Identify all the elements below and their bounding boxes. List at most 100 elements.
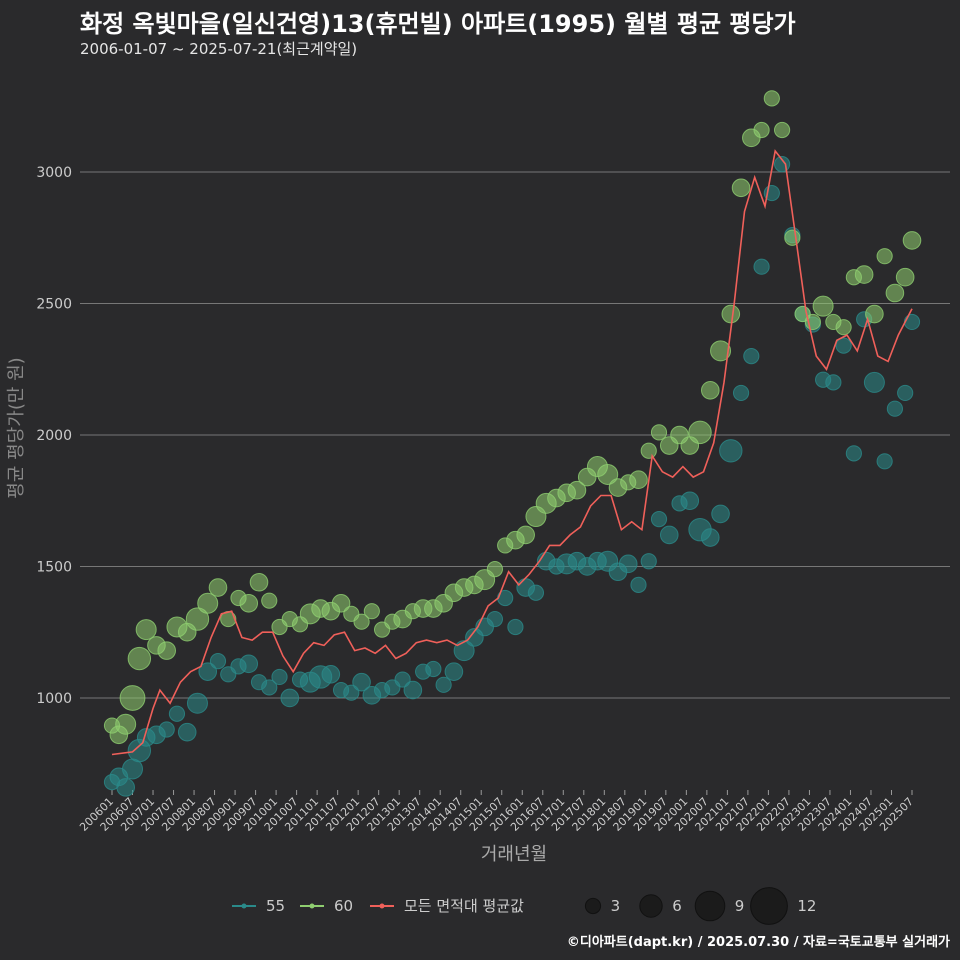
series-55-point [618, 554, 638, 574]
series-60-point [812, 295, 834, 317]
legend-size-circle [639, 894, 663, 918]
average-line-layer [111, 149, 913, 756]
series-60-point [885, 283, 905, 303]
series-55-point [886, 400, 904, 417]
series-55-point [425, 660, 442, 678]
legend-size-label: 6 [672, 897, 682, 915]
legend-size-label: 9 [735, 897, 745, 915]
series-60-point [721, 304, 741, 324]
series-60-point [331, 593, 351, 613]
series-60-point [185, 607, 210, 631]
series-60-point [115, 713, 137, 735]
series-60-point [135, 619, 157, 641]
series-60-point [363, 603, 380, 620]
series-55-point [743, 348, 760, 365]
series-55-point [650, 511, 668, 528]
legend-size-circle [584, 897, 602, 915]
series-60-point [353, 613, 370, 630]
series-55-point [719, 439, 743, 463]
legend-label-1: 55 [266, 897, 285, 915]
series-55-point [435, 676, 452, 693]
series-55-point [403, 680, 423, 700]
series-60-point [865, 304, 884, 324]
series-55-point [239, 654, 259, 674]
series-55-point [863, 371, 885, 393]
series-55-point [659, 525, 679, 545]
series-55-point [209, 653, 227, 670]
series-55-point [394, 671, 411, 688]
series-60-point [261, 592, 278, 609]
y-tick-labels: 1000 1500 2000 2500 3000 [36, 165, 72, 707]
series-55-point [825, 374, 842, 391]
y-tick-label: 1000 [36, 691, 72, 707]
series-55-point [321, 664, 341, 684]
series-55-point [753, 258, 770, 275]
series-55-point [198, 662, 218, 681]
legend-size-circle [750, 887, 788, 925]
series-60-point [650, 424, 668, 441]
series-60-point [895, 267, 915, 287]
y-tick-label: 2000 [36, 428, 72, 444]
series-60-point [710, 340, 732, 362]
legend-size-label: 3 [611, 897, 621, 915]
series-60-point [688, 420, 712, 445]
y-axis-label: 평균 평당가(만 원) [6, 357, 27, 498]
chart-subtitle: 2006-01-07 ~ 2025-07-21(최근계약일) [80, 40, 358, 58]
series-55-point [680, 491, 700, 511]
series-55-point [261, 679, 278, 696]
series-55-point [897, 384, 914, 402]
series-60-point [784, 229, 801, 246]
series-60-point [157, 641, 177, 660]
series-55-point [158, 721, 175, 738]
series-55-point [280, 688, 300, 708]
average-line [111, 149, 913, 756]
series-60-point [597, 463, 619, 485]
series-60-point [208, 578, 228, 597]
series-55-point [527, 584, 545, 601]
series-60-point [567, 480, 587, 500]
legend-size-circle [694, 890, 726, 922]
series-55-point [444, 662, 464, 681]
series-60-point [197, 592, 219, 614]
y-tick-label: 2500 [36, 297, 72, 313]
series-55-point [630, 576, 647, 593]
series-60-point [486, 561, 504, 578]
series-60-point [127, 646, 152, 671]
legend-size-label: 12 [797, 897, 816, 915]
legend-dot-1 [241, 903, 247, 909]
series-55-point [903, 313, 921, 331]
series-55-point [168, 705, 186, 722]
legend-dot-2 [309, 903, 315, 909]
series-60-point [119, 685, 146, 711]
series-60-point [763, 90, 780, 107]
series-55-point [186, 692, 208, 714]
series-60-point [239, 593, 259, 613]
series-60-point [640, 442, 657, 459]
series-60-point [629, 470, 648, 490]
series-55-point [700, 528, 720, 547]
legend: 55 60 모든 면적대 평균값 3 6 9 12 [232, 887, 816, 925]
y-tick-label: 3000 [36, 165, 72, 181]
series-60-point [731, 178, 751, 198]
series-55-point [177, 722, 197, 742]
series-55-point [711, 504, 730, 524]
legend-dot-3 [379, 903, 385, 909]
series-55-point [486, 610, 504, 628]
series-55-point [845, 445, 862, 462]
series-55-point [116, 778, 135, 797]
series-60-point [773, 121, 791, 139]
series-55-point [876, 453, 893, 470]
series-60-point [249, 572, 269, 592]
series-55-point [732, 384, 750, 402]
series-60-point [516, 525, 535, 545]
series-60-point [902, 231, 922, 250]
series-55-point [835, 337, 852, 354]
series-55-point [507, 618, 524, 636]
x-tick-labels: 2006012006072007012007072008012008072009… [77, 790, 916, 834]
source-caption: ©디아파트(dapt.kr) / 2025.07.30 / 자료=국토교통부 실… [566, 935, 950, 950]
series-55-point [352, 672, 371, 692]
series-55-point [271, 668, 288, 686]
legend-label-3: 모든 면적대 평균값 [404, 897, 524, 915]
